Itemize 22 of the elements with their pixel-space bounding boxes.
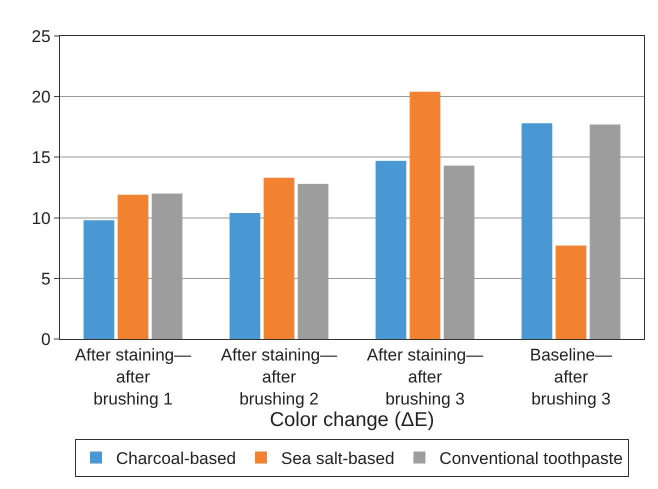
- y-tick-label: 0: [41, 330, 51, 349]
- y-tick-label: 5: [41, 269, 51, 288]
- x-tick-label: After staining— after brushing 1: [74, 345, 192, 409]
- legend-label: Charcoal-based: [116, 449, 236, 468]
- bar: [376, 160, 406, 339]
- y-tick-label: 15: [32, 148, 51, 168]
- bar: [264, 178, 294, 339]
- x-axis-title: Color change (ΔE): [270, 409, 434, 432]
- bar: [84, 220, 114, 339]
- y-tick-label: 10: [32, 208, 51, 228]
- y-tick-label: 25: [32, 26, 51, 46]
- bar: [556, 246, 586, 339]
- bar: [230, 212, 260, 339]
- legend-label: Conventional toothpaste: [439, 449, 623, 468]
- x-tick-label: After staining— after brushing 2: [220, 345, 338, 409]
- y-tick-label: 20: [32, 88, 51, 107]
- bar: [410, 92, 440, 339]
- bar: [118, 194, 148, 339]
- x-tick-label: Baseline— after brushing 3: [530, 345, 612, 409]
- x-tick-label: After staining— after brushing 3: [366, 345, 484, 409]
- bar: [522, 123, 552, 339]
- legend-label: Sea salt-based: [281, 449, 394, 468]
